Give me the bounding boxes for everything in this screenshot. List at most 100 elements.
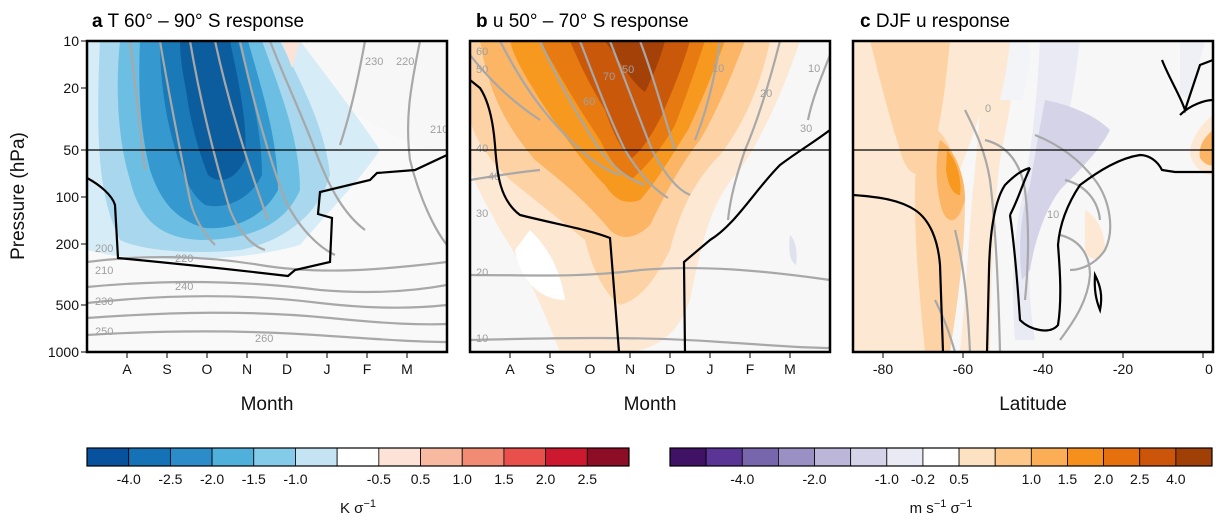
panel-b-title: b u 50° – 70° S response: [476, 11, 689, 32]
panel-c-contour-labels: 10 0: [985, 103, 1059, 221]
colorbar-swatch: [886, 447, 924, 467]
svg-text:210: 210: [95, 265, 113, 277]
svg-text:210: 210: [430, 124, 448, 136]
colorbar-tick-label: -4.0: [117, 471, 141, 487]
x-tick-label: -40: [1033, 361, 1053, 377]
colorbar-swatch: [778, 447, 815, 467]
colorbar-swatch: [922, 447, 960, 467]
colorbar-swatch: [295, 447, 338, 467]
svg-text:20: 20: [476, 267, 488, 279]
x-tick-label: J: [324, 361, 331, 377]
x-tick-label: M: [401, 361, 413, 377]
panel-a-contour-labels: 200 210 220 230 240 250 260 230 220 210: [95, 56, 448, 345]
colorbar-swatch: [1067, 447, 1105, 467]
colorbar-wind-unit: m s−1 σ−1: [910, 498, 973, 517]
colorbar-swatch: [503, 447, 547, 467]
svg-text:220: 220: [175, 253, 193, 265]
colorbar-tick-label: 1.5: [494, 471, 514, 487]
colorbar-swatch: [461, 447, 505, 467]
colorbar-swatch: [741, 447, 779, 467]
colorbar-tick-label: 2.5: [578, 471, 598, 487]
svg-text:230: 230: [95, 296, 113, 308]
y-tick-label: 10: [63, 33, 79, 49]
x-tick-label: A: [505, 361, 515, 377]
colorbar-frame: [669, 447, 1213, 467]
colorbar-swatch: [1175, 447, 1213, 467]
colorbar-tick-label: -0.5: [367, 471, 391, 487]
panel-a-title: a T 60° – 90° S response: [92, 11, 304, 32]
x-tick-label: 0: [1205, 361, 1213, 377]
colorbar-tick-label: 2.0: [1094, 471, 1114, 487]
panel-c-field: 10 0: [853, 41, 1213, 352]
svg-text:60: 60: [476, 46, 488, 58]
colorbar-swatch: [1139, 447, 1177, 467]
colorbar-frame: [86, 447, 630, 467]
panel-b-frame: [468, 39, 832, 354]
colorbar-swatch: [211, 447, 255, 467]
colorbar-swatch: [378, 447, 421, 467]
svg-text:20: 20: [760, 88, 772, 100]
panel-a: a T 60° – 90° S response: [8, 11, 449, 415]
svg-text:250: 250: [95, 326, 113, 338]
panel-a-x-axis-label: Month: [241, 394, 294, 415]
colorbar-tick-label: -1.0: [283, 471, 307, 487]
y-tick-label: 50: [63, 142, 79, 158]
x-tick-label: M: [784, 361, 796, 377]
colorbar-swatch: [253, 447, 296, 467]
panel-b-x-axis-label: Month: [624, 394, 677, 415]
panel-c: c DJF u response: [851, 11, 1215, 415]
wind-fill-level-6: [570, 41, 690, 158]
x-tick-label: F: [746, 361, 755, 377]
svg-text:10: 10: [712, 63, 724, 75]
svg-text:230: 230: [365, 56, 383, 68]
svg-text:60: 60: [583, 96, 595, 108]
colorbar-tick-label: 0.5: [411, 471, 431, 487]
colorbar-tick-label: 1.0: [452, 471, 472, 487]
colorbar-swatch: [86, 447, 130, 467]
svg-text:40: 40: [476, 143, 488, 155]
colorbar-swatch: [994, 447, 1032, 467]
x-tick-label: A: [122, 361, 132, 377]
colorbar-swatch: [336, 447, 380, 467]
y-tick-label: 500: [56, 297, 80, 313]
colorbar-swatch: [814, 447, 852, 467]
colorbar-temperature: -4.0 -2.5 -2.0 -1.5 -1.0 -0.5 0.5 1.0 1.5 2.0 2.5: [86, 447, 630, 487]
panel-c-x-axis-label: Latitude: [999, 394, 1067, 415]
colorbar-tick-label: -2.0: [802, 471, 826, 487]
svg-text:70: 70: [603, 71, 615, 83]
colorbar-swatch: [169, 447, 213, 467]
panel-c-x-ticks: -80 -60 -40 -20 0: [873, 352, 1213, 377]
svg-text:260: 260: [255, 333, 273, 345]
panel-a-x-ticks: A S O N D J F M: [122, 352, 413, 377]
panel-b-x-ticks: A S O N D J F M: [505, 352, 796, 377]
colorbar-tick-label: 1.5: [1058, 471, 1078, 487]
panel-c-title: c DJF u response: [860, 11, 1010, 32]
x-tick-label: N: [242, 361, 252, 377]
colorbar-swatch: [705, 447, 743, 467]
svg-text:50: 50: [476, 64, 488, 76]
y-tick-label: 1000: [48, 344, 79, 360]
panel-b-field: 60 50 40 30 20 10 70 60 50 40 30 20 10 1…: [470, 41, 830, 352]
colorbar-swatch: [958, 447, 996, 467]
y-tick-label: 20: [63, 80, 79, 96]
svg-text:10: 10: [476, 333, 488, 345]
y-axis-label: Pressure (hPa): [8, 132, 29, 260]
x-tick-label: -80: [873, 361, 893, 377]
x-tick-label: S: [545, 361, 554, 377]
x-tick-label: F: [363, 361, 372, 377]
colorbar-temperature-unit: K σ−1: [340, 498, 376, 517]
svg-text:240: 240: [175, 281, 193, 293]
colorbar-swatch: [850, 447, 888, 467]
x-tick-label: D: [665, 361, 675, 377]
svg-text:10: 10: [1047, 209, 1059, 221]
svg-text:10: 10: [808, 63, 820, 75]
colorbar-swatch: [1030, 447, 1068, 467]
colorbar-swatch: [545, 447, 588, 467]
svg-text:30: 30: [476, 208, 488, 220]
x-tick-label: O: [585, 361, 596, 377]
x-tick-label: N: [625, 361, 635, 377]
colorbar-tick-label: 4.0: [1166, 471, 1186, 487]
svg-text:220: 220: [396, 56, 414, 68]
x-tick-label: -20: [1113, 361, 1133, 377]
panel-a-field: 200 210 220 230 240 250 260 230 220 210: [87, 41, 448, 352]
